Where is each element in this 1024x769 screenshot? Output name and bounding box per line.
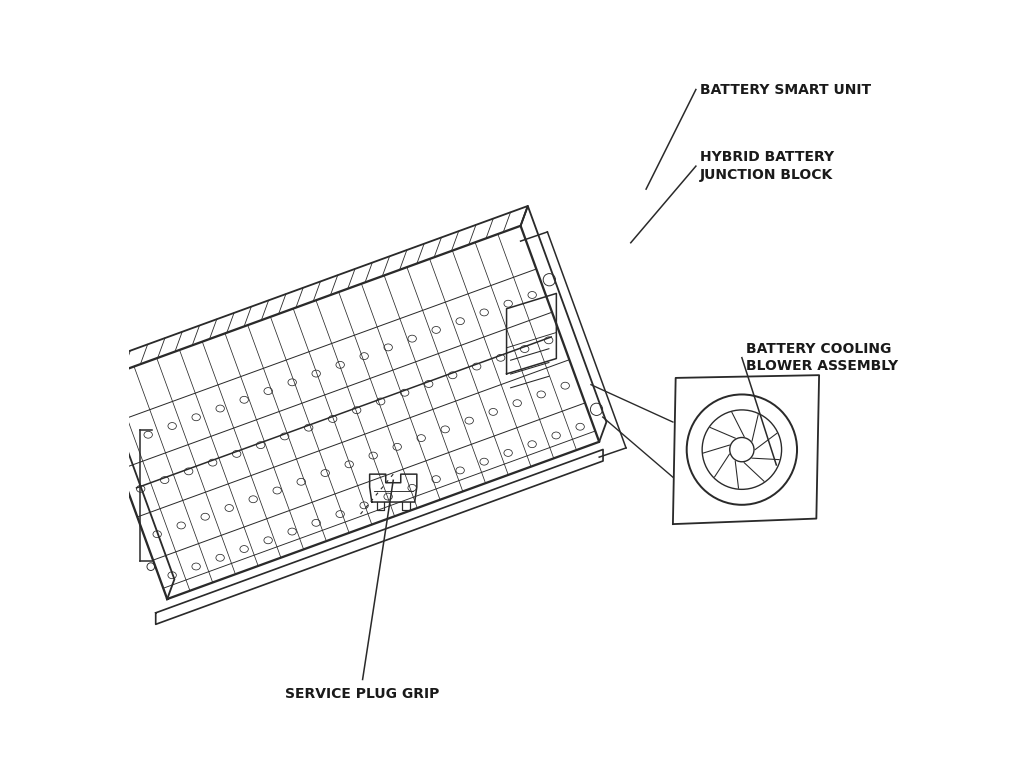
Text: BATTERY SMART UNIT: BATTERY SMART UNIT [699,82,870,96]
Text: BATTERY COOLING
BLOWER ASSEMBLY: BATTERY COOLING BLOWER ASSEMBLY [745,342,898,373]
Text: HYBRID BATTERY
JUNCTION BLOCK: HYBRID BATTERY JUNCTION BLOCK [699,151,834,181]
Text: SERVICE PLUG GRIP: SERVICE PLUG GRIP [286,687,439,701]
